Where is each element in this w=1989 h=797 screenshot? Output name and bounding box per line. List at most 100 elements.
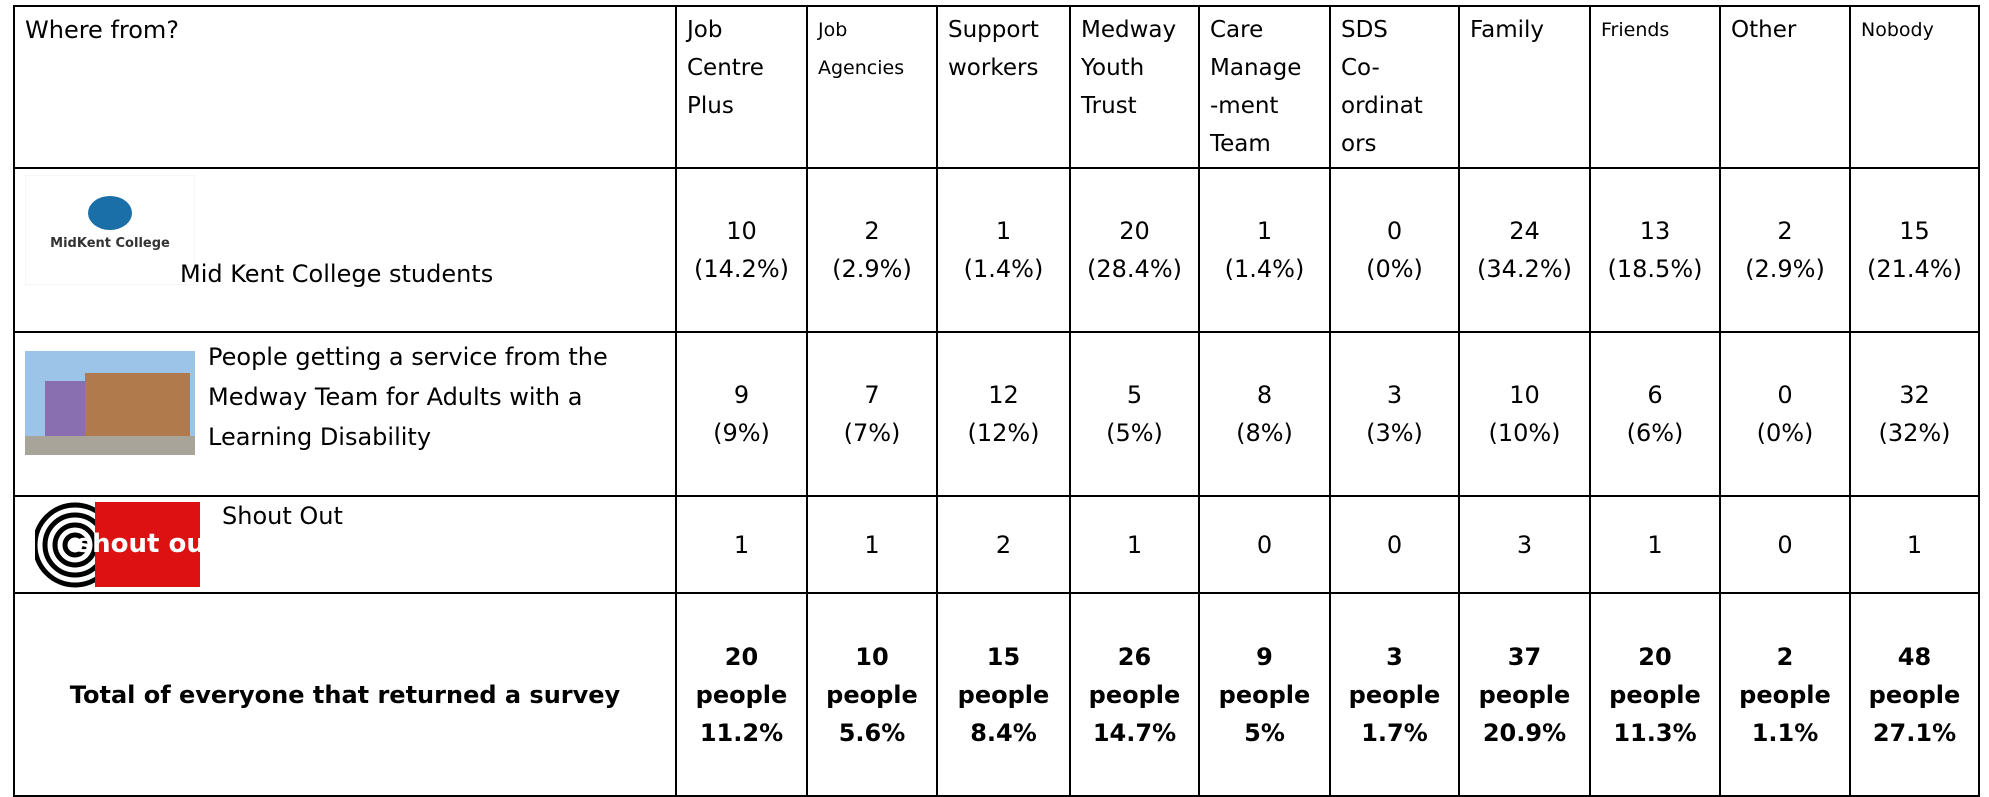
value-text: 1 bbox=[938, 212, 1069, 250]
total-text: 3 bbox=[1331, 638, 1458, 676]
value-cell: 0 bbox=[1199, 496, 1330, 593]
value-cell: 2(2.9%) bbox=[807, 168, 937, 332]
corner-text: Where from? bbox=[25, 16, 179, 44]
value-text: (1.4%) bbox=[938, 250, 1069, 288]
value-text: 20 bbox=[1071, 212, 1198, 250]
value-text: 0 bbox=[1721, 526, 1849, 564]
header-text: Job bbox=[818, 11, 926, 49]
total-text: people bbox=[1331, 676, 1458, 714]
header-text: Youth bbox=[1081, 49, 1188, 87]
row-label-text: Shout Out bbox=[222, 497, 343, 535]
value-text: 7 bbox=[808, 376, 936, 414]
value-cell: 1 bbox=[807, 496, 937, 593]
header-text: Plus bbox=[687, 87, 796, 125]
value-cell: 13(18.5%) bbox=[1590, 168, 1720, 332]
header-text: workers bbox=[948, 49, 1059, 87]
total-text: people bbox=[677, 676, 806, 714]
header-text: SDS bbox=[1341, 11, 1448, 49]
value-text: 1 bbox=[1591, 526, 1719, 564]
value-cell: 0 bbox=[1330, 496, 1459, 593]
value-cell: 1(1.4%) bbox=[1199, 168, 1330, 332]
row-label-text: People getting a service from the Medway… bbox=[208, 337, 638, 457]
value-text: 2 bbox=[938, 526, 1069, 564]
value-text: (14.2%) bbox=[677, 250, 806, 288]
total-text: people bbox=[1071, 676, 1198, 714]
value-text: 1 bbox=[1200, 212, 1329, 250]
value-text: 13 bbox=[1591, 212, 1719, 250]
value-text: 10 bbox=[677, 212, 806, 250]
value-text: 1 bbox=[1071, 526, 1198, 564]
value-text: 3 bbox=[1331, 376, 1458, 414]
header-cell: Family bbox=[1459, 6, 1590, 168]
value-text: 1 bbox=[1851, 526, 1978, 564]
value-text: 0 bbox=[1721, 376, 1849, 414]
header-text: ors bbox=[1341, 125, 1448, 163]
value-cell: 15(21.4%) bbox=[1850, 168, 1979, 332]
total-text: 10 bbox=[808, 638, 936, 676]
value-text: 1 bbox=[808, 526, 936, 564]
value-text: 6 bbox=[1591, 376, 1719, 414]
total-text: 1.1% bbox=[1721, 714, 1849, 752]
total-cell: 3people1.7% bbox=[1330, 593, 1459, 796]
total-text: 2 bbox=[1721, 638, 1849, 676]
value-cell: 0(0%) bbox=[1720, 332, 1850, 496]
total-text: 48 bbox=[1851, 638, 1978, 676]
value-text: 2 bbox=[1721, 212, 1849, 250]
total-text: 9 bbox=[1200, 638, 1329, 676]
value-text: (0%) bbox=[1331, 250, 1458, 288]
page: Where from?JobCentrePlusJobAgenciesSuppo… bbox=[0, 0, 1989, 782]
value-cell: 24(34.2%) bbox=[1459, 168, 1590, 332]
header-text: ordinat bbox=[1341, 87, 1448, 125]
value-text: (10%) bbox=[1460, 414, 1589, 452]
value-cell: 20(28.4%) bbox=[1070, 168, 1199, 332]
value-cell: 8(8%) bbox=[1199, 332, 1330, 496]
value-text: (32%) bbox=[1851, 414, 1978, 452]
value-text: 12 bbox=[938, 376, 1069, 414]
value-text: (3%) bbox=[1331, 414, 1458, 452]
value-text: (5%) bbox=[1071, 414, 1198, 452]
header-text: Job bbox=[687, 11, 796, 49]
total-cell: 20people11.3% bbox=[1590, 593, 1720, 796]
ground bbox=[25, 436, 195, 455]
total-text: people bbox=[1851, 676, 1978, 714]
value-cell: 1 bbox=[1070, 496, 1199, 593]
header-cell: Other bbox=[1720, 6, 1850, 168]
value-text: (1.4%) bbox=[1200, 250, 1329, 288]
logo-mark bbox=[88, 196, 132, 230]
value-text: 2 bbox=[808, 212, 936, 250]
value-text: 24 bbox=[1460, 212, 1589, 250]
value-cell: 9(9%) bbox=[676, 332, 807, 496]
header-text: Nobody bbox=[1861, 11, 1968, 49]
total-text: people bbox=[808, 676, 936, 714]
value-cell: 10(10%) bbox=[1459, 332, 1590, 496]
header-text: Co- bbox=[1341, 49, 1448, 87]
value-cell: 12(12%) bbox=[937, 332, 1070, 496]
total-text: people bbox=[1460, 676, 1589, 714]
total-text: 20 bbox=[677, 638, 806, 676]
total-text: 20.9% bbox=[1460, 714, 1589, 752]
total-text: 14.7% bbox=[1071, 714, 1198, 752]
value-cell: 1 bbox=[1850, 496, 1979, 593]
building-photo bbox=[25, 351, 195, 455]
total-label: Total of everyone that returned a survey bbox=[70, 681, 620, 709]
header-text: Medway bbox=[1081, 11, 1188, 49]
value-text: (0%) bbox=[1721, 414, 1849, 452]
value-text: (12%) bbox=[938, 414, 1069, 452]
value-text: 15 bbox=[1851, 212, 1978, 250]
header-text: Support bbox=[948, 11, 1059, 49]
header-text: Care bbox=[1210, 11, 1319, 49]
total-text: 11.2% bbox=[677, 714, 806, 752]
total-text: people bbox=[1591, 676, 1719, 714]
